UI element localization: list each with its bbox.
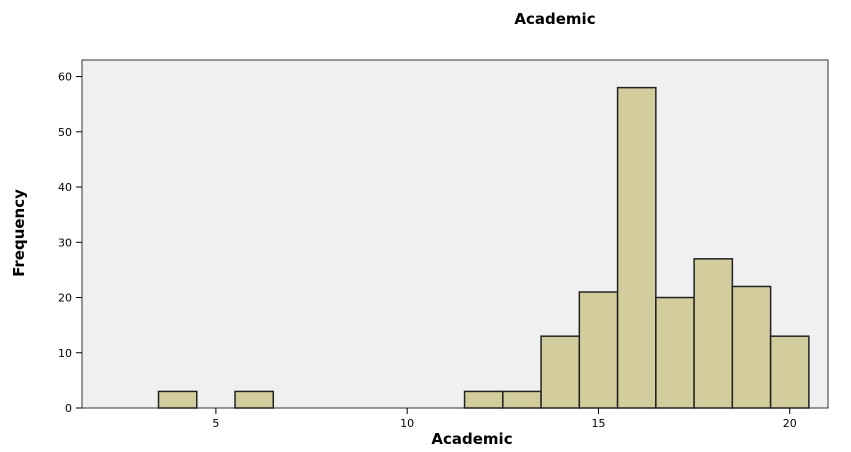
histogram-bar-8 bbox=[655, 296, 695, 409]
y-tick-label-20: 20 bbox=[58, 292, 72, 305]
y-tick-label-30: 30 bbox=[58, 236, 72, 249]
histogram-bar-10 bbox=[731, 285, 772, 409]
y-tick-label-10: 10 bbox=[58, 347, 72, 360]
y-axis-title: Frequency bbox=[10, 189, 28, 277]
y-tick-label-60: 60 bbox=[58, 71, 72, 84]
x-tick-label-20: 20 bbox=[783, 417, 797, 430]
y-tick-label-40: 40 bbox=[58, 181, 72, 194]
x-tick-label-15: 15 bbox=[591, 417, 605, 430]
histogram-bar-7 bbox=[616, 86, 657, 409]
axes-group: 0 10 20 30 40 50 60 5 10 15 20 bbox=[58, 71, 797, 430]
histogram-bar-1 bbox=[157, 390, 198, 409]
histogram-bar-6 bbox=[578, 291, 619, 409]
chart-title: Academic bbox=[514, 10, 596, 28]
x-tick-label-5: 5 bbox=[212, 417, 219, 430]
histogram-bar-11 bbox=[769, 335, 810, 409]
histogram-bar-5 bbox=[540, 335, 581, 409]
x-axis-title: Academic bbox=[431, 430, 512, 448]
x-tick-label-10: 10 bbox=[400, 417, 414, 430]
histogram-bar-3 bbox=[463, 390, 504, 409]
histogram-bar-4 bbox=[502, 390, 542, 409]
y-tick-label-50: 50 bbox=[58, 126, 72, 139]
y-tick-label-0: 0 bbox=[65, 402, 72, 415]
histogram-bar-2 bbox=[234, 390, 275, 409]
bars-group bbox=[157, 86, 810, 409]
histogram-bar-9 bbox=[693, 258, 734, 409]
